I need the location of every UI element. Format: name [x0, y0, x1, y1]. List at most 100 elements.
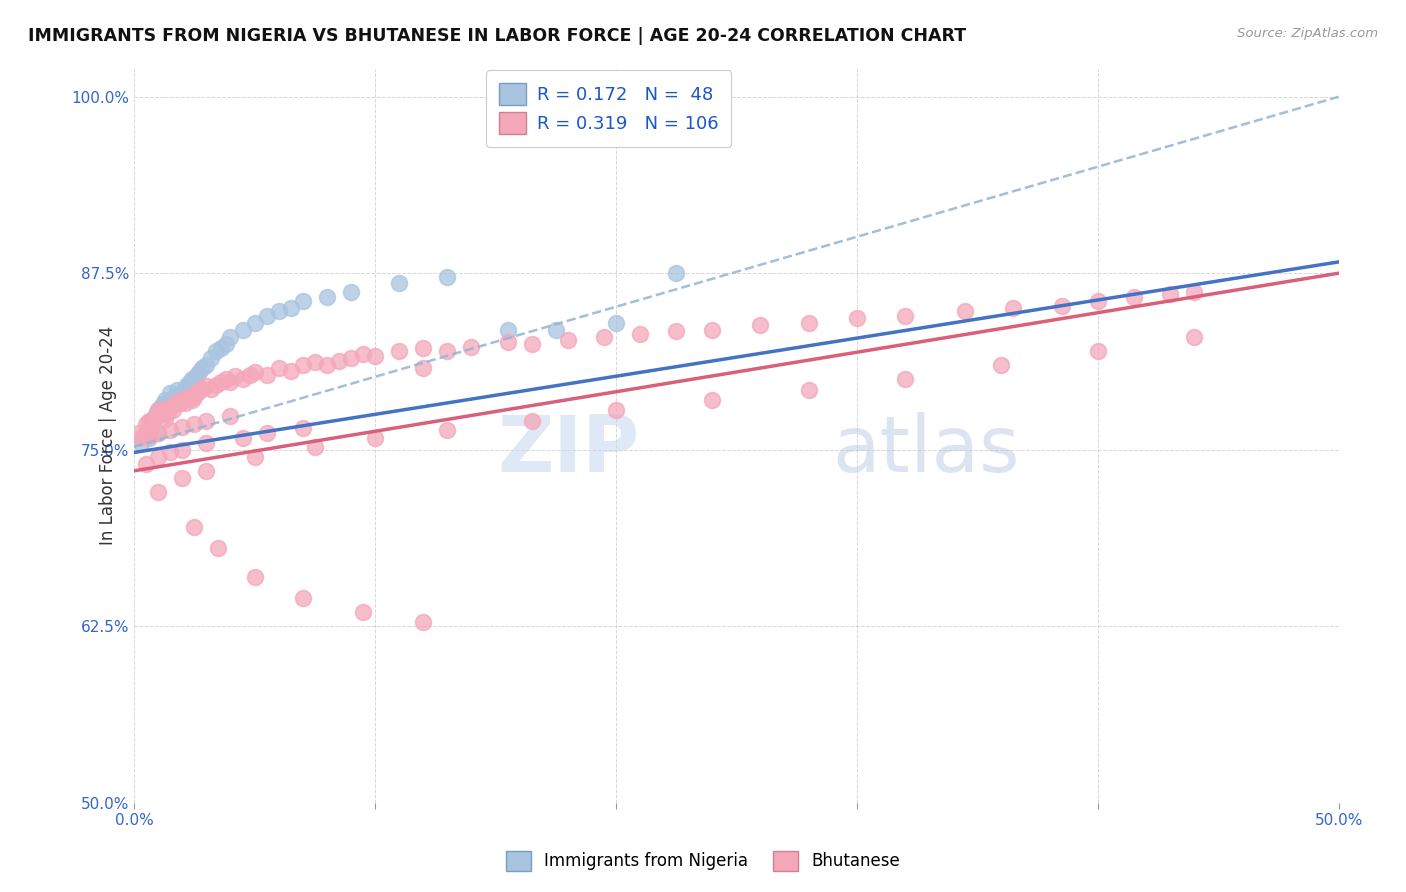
Point [209, 341, 232, 355]
Point [135, 425, 157, 440]
Point [990, 358, 1012, 372]
Point [219, 409, 242, 423]
Point [128, 425, 150, 440]
Point [149, 401, 172, 415]
Point [1182, 285, 1205, 299]
Point [1002, 301, 1025, 316]
Point [205, 377, 228, 392]
Point [243, 316, 266, 330]
Point [340, 285, 363, 299]
Point [135, 417, 157, 432]
Point [142, 411, 165, 425]
Point [291, 421, 314, 435]
Point [165, 397, 187, 411]
Point [183, 379, 205, 393]
Point [132, 428, 155, 442]
Point [186, 368, 208, 382]
Point [205, 343, 228, 358]
Point [243, 450, 266, 464]
Point [291, 591, 314, 605]
Point [894, 309, 917, 323]
Point [665, 324, 688, 338]
Point [291, 294, 314, 309]
Point [352, 346, 374, 360]
Point [239, 368, 262, 382]
Point [159, 445, 181, 459]
Point [183, 520, 205, 534]
Point [702, 393, 724, 408]
Point [520, 336, 543, 351]
Point [183, 391, 205, 405]
Point [172, 393, 194, 408]
Point [159, 396, 181, 410]
Point [159, 423, 181, 437]
Point [256, 309, 278, 323]
Point [172, 420, 194, 434]
Point [315, 290, 337, 304]
Point [148, 485, 170, 500]
Point [183, 417, 205, 432]
Point [436, 423, 458, 437]
Point [1159, 287, 1181, 301]
Point [340, 351, 363, 365]
Point [593, 329, 616, 343]
Point [1087, 294, 1109, 309]
Point [131, 435, 153, 450]
Point [155, 411, 177, 425]
Point [231, 431, 253, 445]
Point [267, 360, 290, 375]
Text: IMMIGRANTS FROM NIGERIA VS BHUTANESE IN LABOR FORCE | AGE 20-24 CORRELATION CHAR: IMMIGRANTS FROM NIGERIA VS BHUTANESE IN … [28, 27, 966, 45]
Point [605, 403, 627, 417]
Point [195, 464, 218, 478]
Point [152, 397, 174, 411]
Point [145, 410, 167, 425]
Point [797, 384, 820, 398]
Point [328, 353, 350, 368]
Point [209, 375, 232, 389]
Point [352, 605, 374, 619]
Point [148, 408, 170, 422]
Point [148, 450, 170, 464]
Point [436, 270, 458, 285]
Point [280, 363, 302, 377]
Point [195, 414, 218, 428]
Point [138, 431, 160, 445]
Point [195, 435, 218, 450]
Point [162, 393, 184, 408]
Point [169, 396, 191, 410]
Point [605, 316, 627, 330]
Point [894, 372, 917, 386]
Point [224, 369, 246, 384]
Point [412, 360, 434, 375]
Point [152, 403, 174, 417]
Point [188, 365, 211, 379]
Point [496, 335, 519, 350]
Point [665, 266, 688, 280]
Point [207, 541, 229, 556]
Point [280, 301, 302, 316]
Y-axis label: In Labor Force | Age 20-24: In Labor Force | Age 20-24 [100, 326, 118, 545]
Point [845, 311, 868, 326]
Legend: R = 0.172   N =  48, R = 0.319   N = 106: R = 0.172 N = 48, R = 0.319 N = 106 [486, 70, 731, 147]
Point [412, 615, 434, 629]
Point [145, 408, 167, 422]
Point [200, 382, 222, 396]
Point [131, 431, 153, 445]
Point [148, 425, 170, 440]
Text: atlas: atlas [832, 412, 1021, 488]
Point [155, 408, 177, 422]
Point [162, 403, 184, 417]
Point [173, 396, 195, 410]
Point [148, 403, 170, 417]
Point [388, 343, 411, 358]
Point [172, 386, 194, 401]
Point [304, 355, 326, 369]
Point [702, 323, 724, 337]
Point [142, 411, 165, 425]
Point [628, 326, 651, 341]
Point [267, 304, 290, 318]
Point [214, 336, 236, 351]
Point [190, 382, 212, 396]
Point [186, 386, 208, 401]
Point [436, 343, 458, 358]
